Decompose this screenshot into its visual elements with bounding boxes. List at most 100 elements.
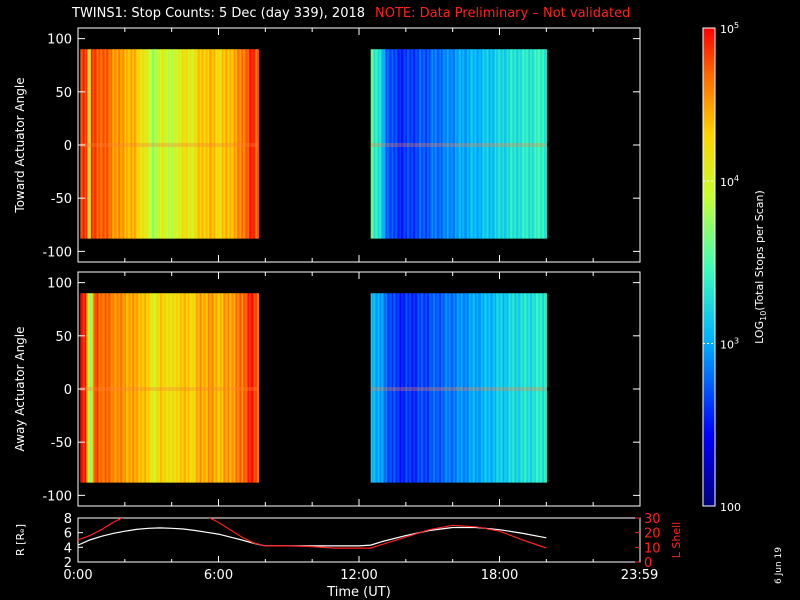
heatmap-cell bbox=[243, 49, 245, 239]
heatmap-cell bbox=[161, 293, 163, 483]
heatmap-cell bbox=[115, 49, 118, 239]
heatmap-cell bbox=[380, 49, 382, 239]
heatmap-cell bbox=[524, 49, 526, 239]
heatmap-cell bbox=[254, 49, 257, 239]
heatmap-cell bbox=[185, 293, 188, 483]
heatmap-cell bbox=[237, 293, 239, 483]
heatmap-cell bbox=[466, 49, 469, 239]
figure-title: TWINS1: Stop Counts: 5 Dec (day 339), 20… bbox=[72, 6, 366, 21]
heatmap-cell bbox=[524, 293, 526, 483]
heatmap-cell bbox=[531, 49, 533, 239]
heatmap-cell bbox=[164, 293, 167, 483]
heatmap-cell bbox=[188, 49, 190, 239]
heatmap-cell bbox=[87, 293, 90, 483]
heatmap-cell bbox=[373, 49, 375, 239]
heatmap-cell bbox=[515, 293, 518, 483]
heatmap-cell bbox=[233, 293, 236, 483]
heatmap-cell bbox=[136, 49, 139, 239]
heatmap-cell bbox=[230, 49, 232, 239]
heatmap-cell bbox=[100, 293, 103, 483]
heatmap-cell bbox=[394, 293, 396, 483]
heatmap-cell bbox=[227, 293, 230, 483]
heatmap-cell bbox=[501, 293, 504, 483]
heatmap-cell bbox=[133, 293, 135, 483]
x-axis-label: Time (UT) bbox=[326, 585, 391, 600]
heatmap-cell bbox=[85, 49, 87, 239]
heatmap-cell bbox=[247, 49, 250, 239]
heatmap-cell bbox=[224, 293, 227, 483]
heatmap-cell bbox=[462, 293, 464, 483]
heatmap-cell bbox=[402, 293, 405, 483]
heatmap-cell bbox=[397, 49, 400, 239]
heatmap-cell bbox=[409, 49, 412, 239]
heatmap-cell bbox=[373, 293, 375, 483]
heatmap-cell bbox=[156, 49, 159, 239]
heatmap-cell bbox=[81, 49, 84, 239]
x-tick-label: 0:00 bbox=[63, 568, 92, 583]
heatmap-cell bbox=[437, 293, 440, 483]
colorbar: 105 104 103 100 LOG10(Total Stops per Scan) bbox=[702, 21, 768, 514]
heatmap-cell bbox=[500, 293, 503, 483]
heatmap-cell bbox=[236, 293, 238, 483]
heatmap-cell bbox=[513, 293, 516, 483]
heatmap-cell bbox=[124, 49, 127, 239]
heatmap-cell bbox=[88, 49, 91, 239]
heatmap-cell bbox=[206, 49, 209, 239]
heatmap-cell bbox=[472, 49, 475, 239]
heatmap-cell bbox=[485, 49, 488, 239]
heatmap-cell bbox=[254, 293, 257, 483]
heatmap-cell bbox=[543, 49, 546, 239]
heatmap-cell bbox=[490, 293, 492, 483]
heatmap-cell bbox=[481, 49, 484, 239]
heatmap-cell bbox=[141, 293, 143, 483]
heatmap-cell bbox=[198, 293, 201, 483]
heatmap-cell bbox=[92, 49, 94, 239]
heatmap-cell bbox=[521, 49, 524, 239]
heatmap-cell bbox=[103, 49, 106, 239]
heatmap-cell bbox=[426, 293, 429, 483]
heatmap-cell bbox=[447, 49, 450, 239]
heatmap-cell bbox=[395, 49, 398, 239]
heatmap-cell bbox=[214, 293, 217, 483]
y-tick-label: 50 bbox=[55, 330, 72, 345]
heatmap-cell bbox=[470, 293, 472, 483]
heatmap-cell bbox=[148, 49, 151, 239]
heatmap-cell bbox=[232, 293, 235, 483]
y-axis-label: Toward Actuator Angle bbox=[13, 77, 27, 213]
heatmap-cell bbox=[431, 293, 434, 483]
heatmap-cell bbox=[190, 49, 193, 239]
heatmap-cell bbox=[545, 49, 547, 239]
heatmap-cell bbox=[469, 293, 471, 483]
heatmap-cell bbox=[399, 49, 402, 239]
heatmap-cell bbox=[143, 49, 146, 239]
heatmap-cell bbox=[428, 49, 430, 239]
heatmap-cell bbox=[503, 49, 505, 239]
heatmap-cell bbox=[211, 293, 214, 483]
heatmap-cell bbox=[518, 49, 520, 239]
zero-angle-band bbox=[370, 387, 547, 391]
heatmap-cell bbox=[408, 293, 410, 483]
heatmap-cell bbox=[455, 293, 457, 483]
heatmap-cell bbox=[532, 49, 535, 239]
heatmap-cell bbox=[423, 293, 426, 483]
heatmap-cell bbox=[214, 49, 217, 239]
heatmap-cell bbox=[374, 293, 376, 483]
heatmap-cell bbox=[473, 49, 476, 239]
heatmap-cell bbox=[486, 49, 489, 239]
heatmap-cell bbox=[87, 49, 90, 239]
y-tick-label: 2 bbox=[64, 556, 72, 571]
heatmap-cell bbox=[494, 293, 497, 483]
heatmap-cell bbox=[389, 49, 392, 239]
colorbar-tick-label: 105 bbox=[720, 21, 739, 36]
heatmap-cell bbox=[229, 49, 231, 239]
heatmap-cell bbox=[493, 49, 496, 239]
heatmap-cell bbox=[476, 49, 478, 239]
y-tick-label-right: 20 bbox=[644, 527, 661, 542]
heatmap-cell bbox=[159, 293, 162, 483]
heatmap-cell bbox=[431, 49, 434, 239]
heatmap-cell bbox=[108, 293, 111, 483]
heatmap-cell bbox=[126, 49, 128, 239]
heatmap-cell bbox=[82, 49, 85, 239]
heatmap-cell bbox=[190, 293, 193, 483]
